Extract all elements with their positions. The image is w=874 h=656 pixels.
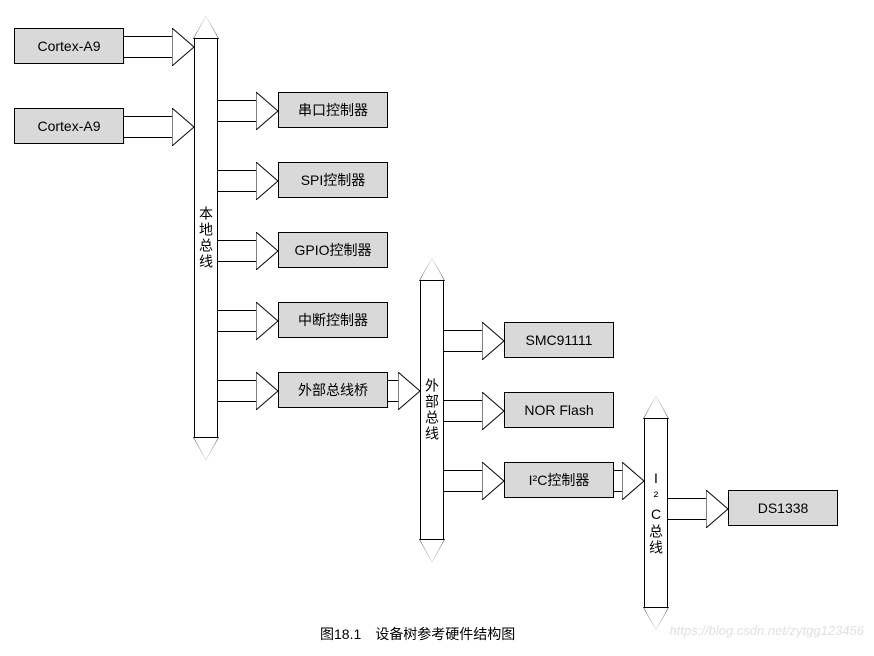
cpu-arrow [124, 116, 172, 138]
block-label: 外部总线桥 [298, 380, 368, 400]
arrow-tip-right [482, 322, 504, 360]
arrow-tip-right [256, 232, 278, 270]
interrupt-controller: 中断控制器 [278, 302, 388, 338]
block-label: I²C控制器 [529, 470, 590, 490]
figure-caption: 图18.1 设备树参考硬件结构图 [320, 624, 515, 644]
bus-arrow-up [420, 258, 444, 280]
cpu-label: Cortex-A9 [37, 38, 100, 54]
block-label: DS1338 [758, 500, 809, 516]
i2c-controller: I²C控制器 [504, 462, 614, 498]
ds1338: DS1338 [728, 490, 838, 526]
external-bus-bridge: 外部总线桥 [278, 372, 388, 408]
block-arrow [444, 330, 482, 352]
arrow-tip-right [622, 462, 644, 500]
arrow-tip-right [482, 462, 504, 500]
block-arrow [218, 240, 256, 262]
block-label: 串口控制器 [298, 100, 368, 120]
cpu-box-1: Cortex-A9 [14, 108, 124, 144]
arrow-tip-right [256, 92, 278, 130]
bridge-arrow [388, 380, 398, 402]
bus-arrow-up [644, 396, 668, 418]
block-label: NOR Flash [524, 402, 593, 418]
block-label: SMC91111 [526, 332, 593, 348]
i2c-bus: I²C总线 [644, 418, 668, 608]
arrow-tip-right [706, 490, 728, 528]
gpio-controller: GPIO控制器 [278, 232, 388, 268]
block-arrow [218, 100, 256, 122]
arrow-tip-right [256, 372, 278, 410]
smc91111: SMC91111 [504, 322, 614, 358]
block-arrow [218, 310, 256, 332]
cpu-arrow [124, 36, 172, 58]
bus-label: 外部总线 [422, 378, 442, 442]
block-arrow [444, 470, 482, 492]
cpu-label: Cortex-A9 [37, 118, 100, 134]
bus-arrow-down [420, 540, 444, 562]
arrow-tip-right [172, 28, 194, 66]
arrow-tip-right [172, 108, 194, 146]
cpu-box-0: Cortex-A9 [14, 28, 124, 64]
arrow-tip-right [398, 372, 420, 410]
block-arrow [218, 380, 256, 402]
arrow-tip-right [256, 302, 278, 340]
block-arrow [218, 170, 256, 192]
arrow-tip-right [482, 392, 504, 430]
uart-controller: 串口控制器 [278, 92, 388, 128]
i2c-arrow [614, 470, 622, 492]
watermark-text: https://blog.csdn.net/zytgg123456 [670, 623, 864, 638]
bus-label: I²C总线 [646, 470, 666, 556]
bus-arrow-down [644, 608, 668, 630]
block-label: SPI控制器 [301, 170, 366, 190]
bus-arrow-up [194, 16, 218, 38]
block-label: 中断控制器 [298, 310, 368, 330]
nor-flash: NOR Flash [504, 392, 614, 428]
bus-arrow-down [194, 438, 218, 460]
local-bus: 本地总线 [194, 38, 218, 438]
spi-controller: SPI控制器 [278, 162, 388, 198]
block-arrow [668, 498, 706, 520]
bus-label: 本地总线 [196, 206, 216, 270]
external-bus: 外部总线 [420, 280, 444, 540]
block-arrow [444, 400, 482, 422]
block-label: GPIO控制器 [294, 240, 371, 260]
arrow-tip-right [256, 162, 278, 200]
